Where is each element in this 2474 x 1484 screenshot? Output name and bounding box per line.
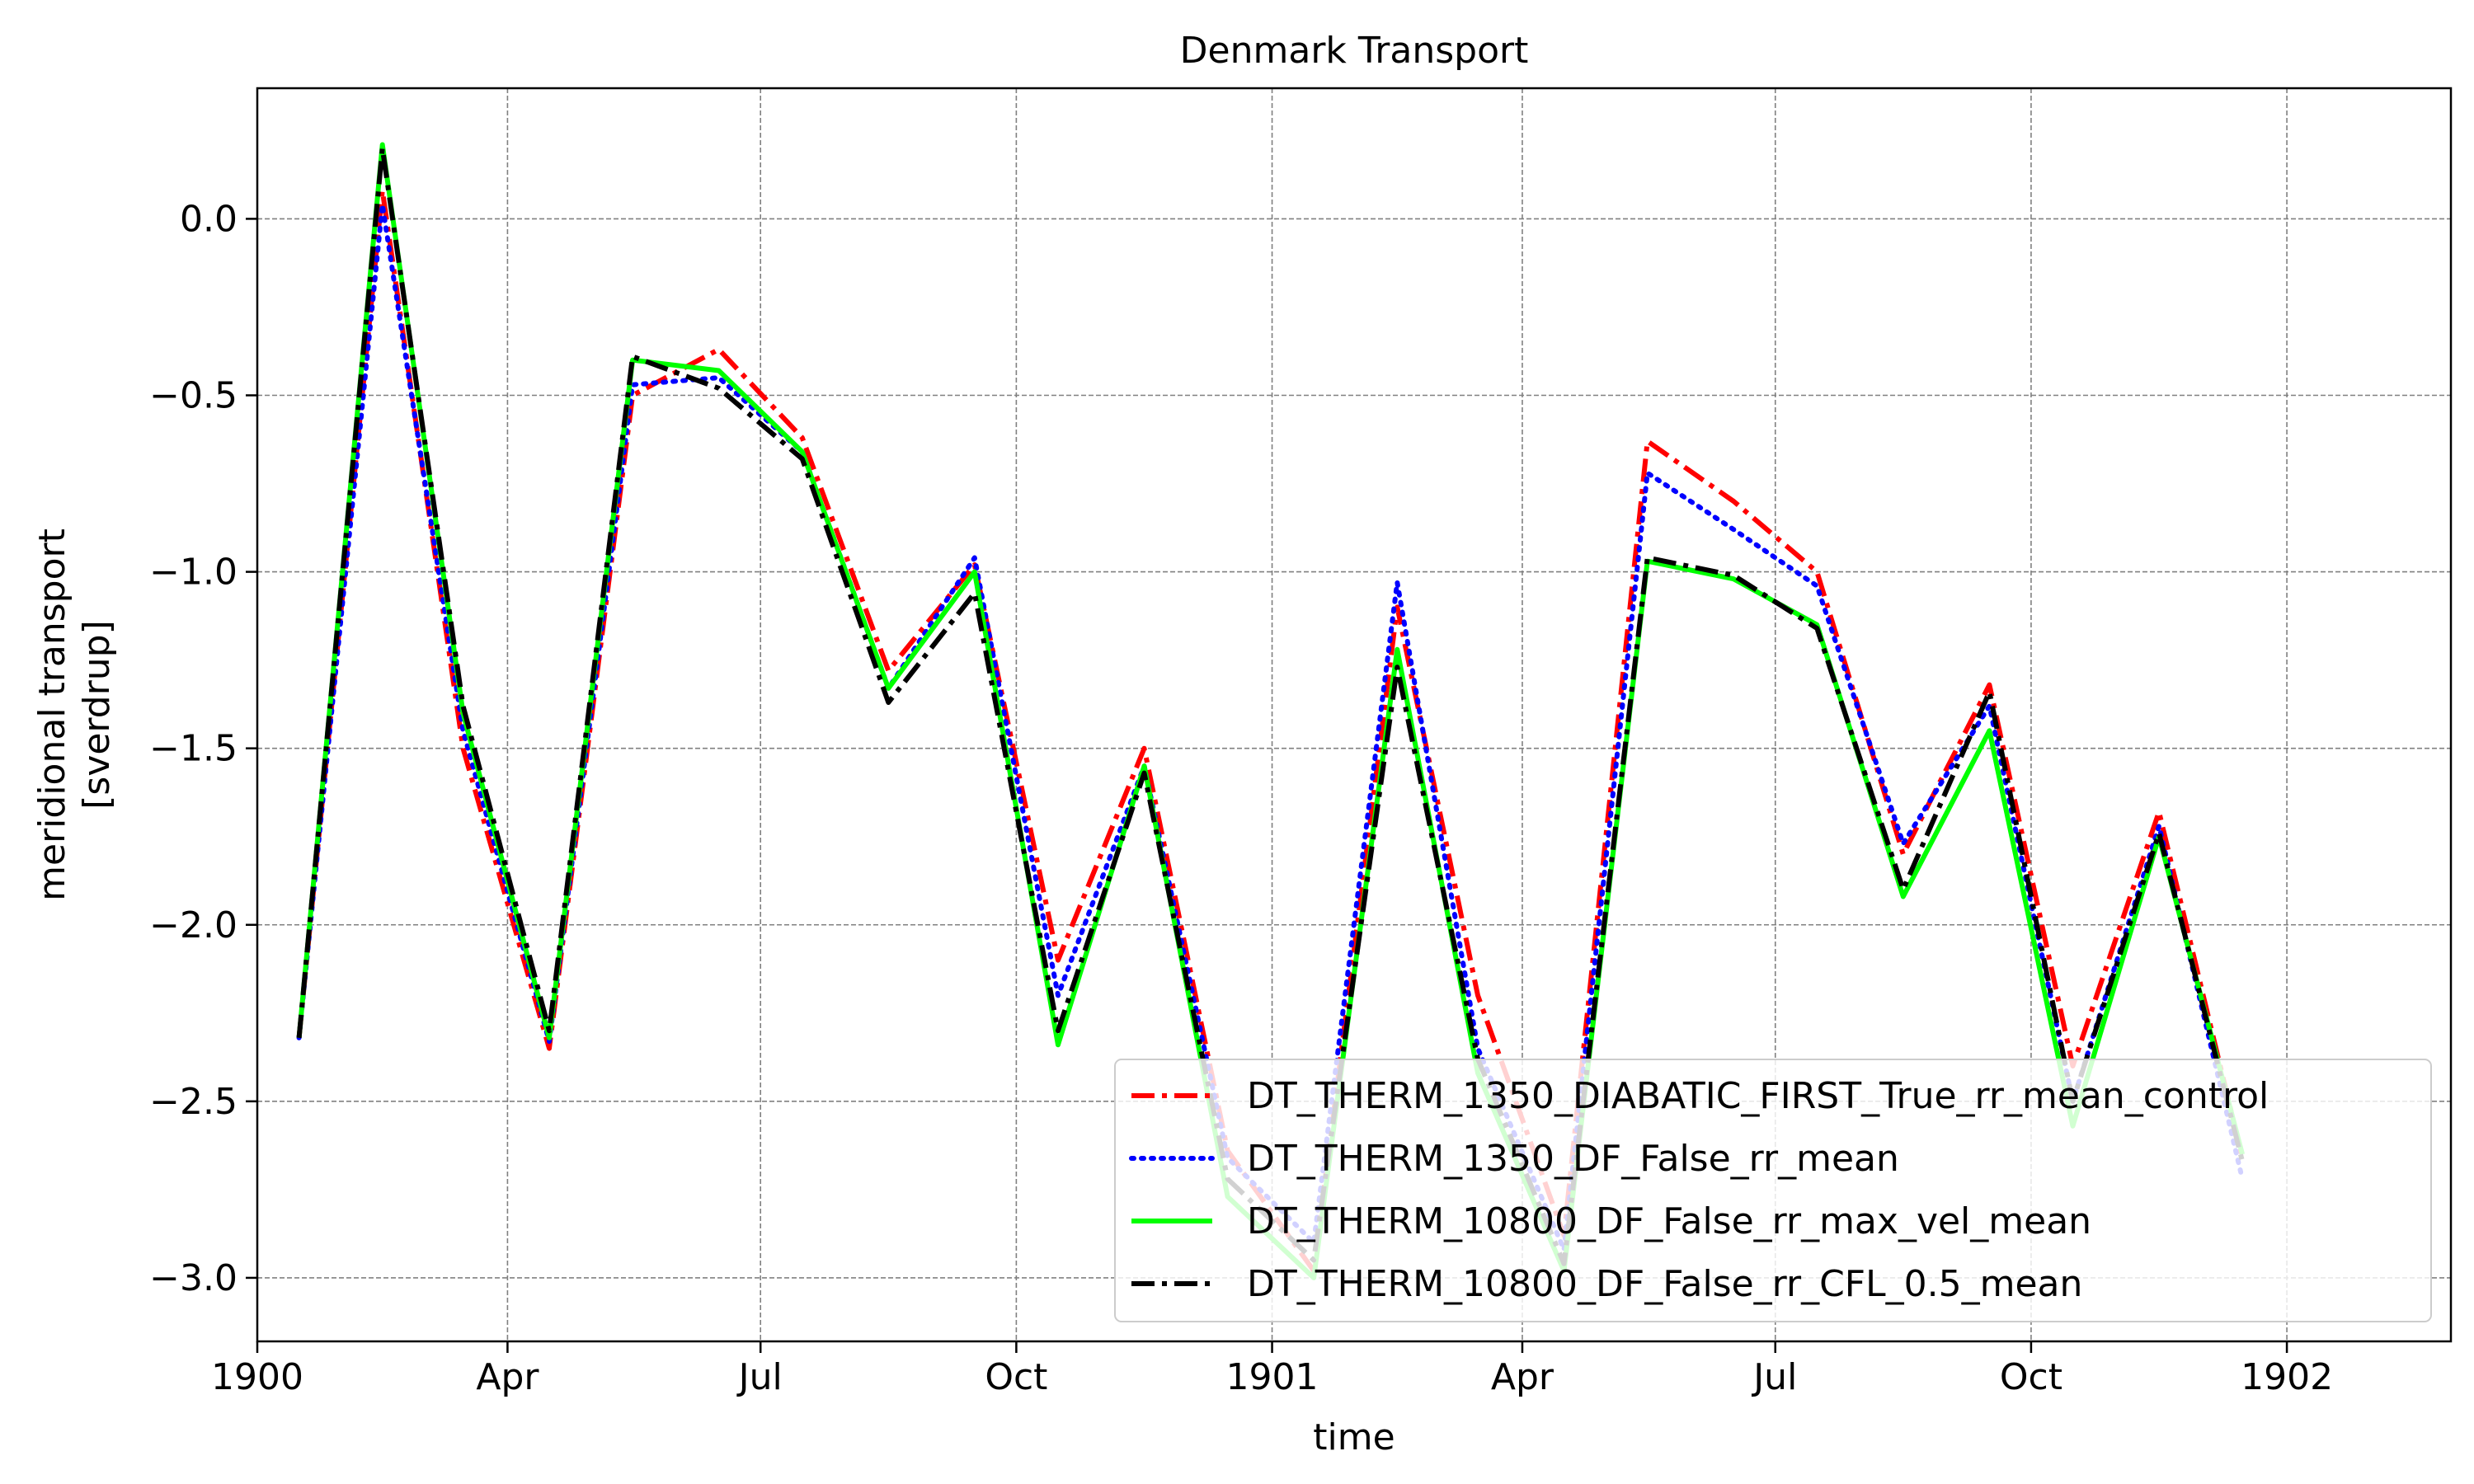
legend-label-3: DT_THERM_10800_DF_False_rr_max_vel_mean xyxy=(1247,1200,2091,1242)
legend-label-1: DT_THERM_1350_DIABATIC_FIRST_True_rr_mea… xyxy=(1247,1075,2269,1117)
y-tick-label: −2.0 xyxy=(149,904,238,946)
axes-frame xyxy=(256,87,2453,1343)
series-line-2 xyxy=(296,202,2246,1252)
legend-label-2: DT_THERM_1350_DF_False_rr_mean xyxy=(1247,1138,1899,1180)
y-axis-label-line-1: meridional transport xyxy=(31,528,73,901)
x-tick-label: Oct xyxy=(985,1356,1047,1398)
legend-label-4: DT_THERM_10800_DF_False_rr_CFL_0.5_mean xyxy=(1247,1263,2082,1305)
x-axis: 1900 Apr Jul Oct 1901 Apr Jul Oct 1902 xyxy=(211,1341,2333,1398)
x-tick-label: Apr xyxy=(1491,1356,1554,1398)
y-axis-label-line-2: [sverdrup] xyxy=(76,620,118,810)
y-tick-label: −1.0 xyxy=(149,552,238,594)
x-tick-label: 1902 xyxy=(2241,1356,2333,1398)
y-tick-label: −0.5 xyxy=(149,375,238,417)
y-tick-label: −3.0 xyxy=(149,1257,238,1299)
x-tick-label: Apr xyxy=(476,1356,539,1398)
x-tick-label: 1901 xyxy=(1226,1356,1319,1398)
x-tick-label: Oct xyxy=(2000,1356,2062,1398)
y-axis: 0.0 −0.5 −1.0 −1.5 −2.0 −2.5 −3.0 xyxy=(149,198,257,1299)
legend: DT_THERM_1350_DIABATIC_FIRST_True_rr_mea… xyxy=(1114,1059,2432,1322)
y-tick-label: 0.0 xyxy=(180,198,238,240)
x-tick-label: 1900 xyxy=(211,1356,303,1398)
y-tick-label: −2.5 xyxy=(149,1081,238,1123)
y-tick-label: −1.5 xyxy=(149,728,238,770)
x-tick-label: Jul xyxy=(1751,1356,1797,1398)
x-tick-label: Jul xyxy=(736,1356,783,1398)
legend-box xyxy=(1114,1059,2432,1322)
chart-title: Denmark Transport xyxy=(1180,30,1529,72)
x-axis-label: time xyxy=(1313,1416,1395,1458)
